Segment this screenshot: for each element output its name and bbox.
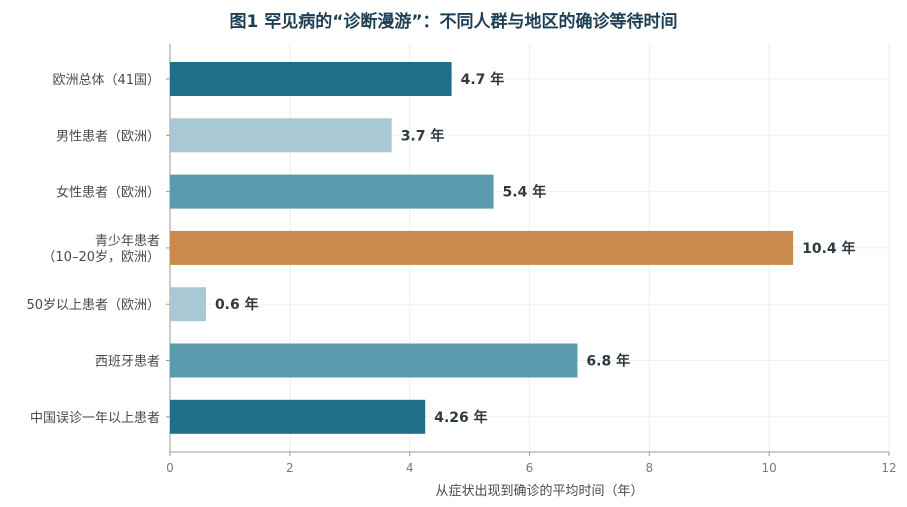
category-label: 欧洲总体（41国） [52,73,160,88]
data-label: 4.7 年 [461,71,505,88]
x-tick-label: 6 [526,461,534,475]
category-label: （10–20岁，欧洲） [42,250,160,265]
bar [170,399,426,434]
data-label: 4.26 年 [434,409,487,426]
data-label: 3.7 年 [401,127,445,144]
x-tick-label: 4 [406,461,414,475]
x-tick-label: 10 [762,461,777,475]
x-tick-label: 8 [646,461,654,475]
chart-title: 图1 罕见病的“诊断漫游”：不同人群与地区的确诊等待时间 [229,12,678,32]
bar [170,343,578,378]
data-label: 5.4 年 [503,184,547,201]
category-label: 青少年患者 [95,234,160,249]
category-label: 女性患者（欧洲） [56,185,160,201]
x-axis-title: 从症状出现到确诊的平均时间（年） [435,483,643,499]
category-label: 西班牙患者 [95,355,160,370]
bar [170,118,392,153]
category-label: 50岁以上患者（欧洲） [26,298,160,313]
x-tick-label: 0 [166,461,174,475]
bar [170,287,206,322]
category-label: 中国误诊一年以上患者 [30,411,160,426]
x-tick-label: 2 [286,461,294,475]
bar [170,62,452,96]
data-label: 0.6 年 [215,296,259,313]
data-label: 6.8 年 [586,353,630,370]
x-tick-label: 12 [881,461,896,475]
bar [170,230,794,265]
category-label: 男性患者（欧洲） [56,129,160,144]
data-label: 10.4 年 [802,240,855,257]
bar [170,174,494,209]
